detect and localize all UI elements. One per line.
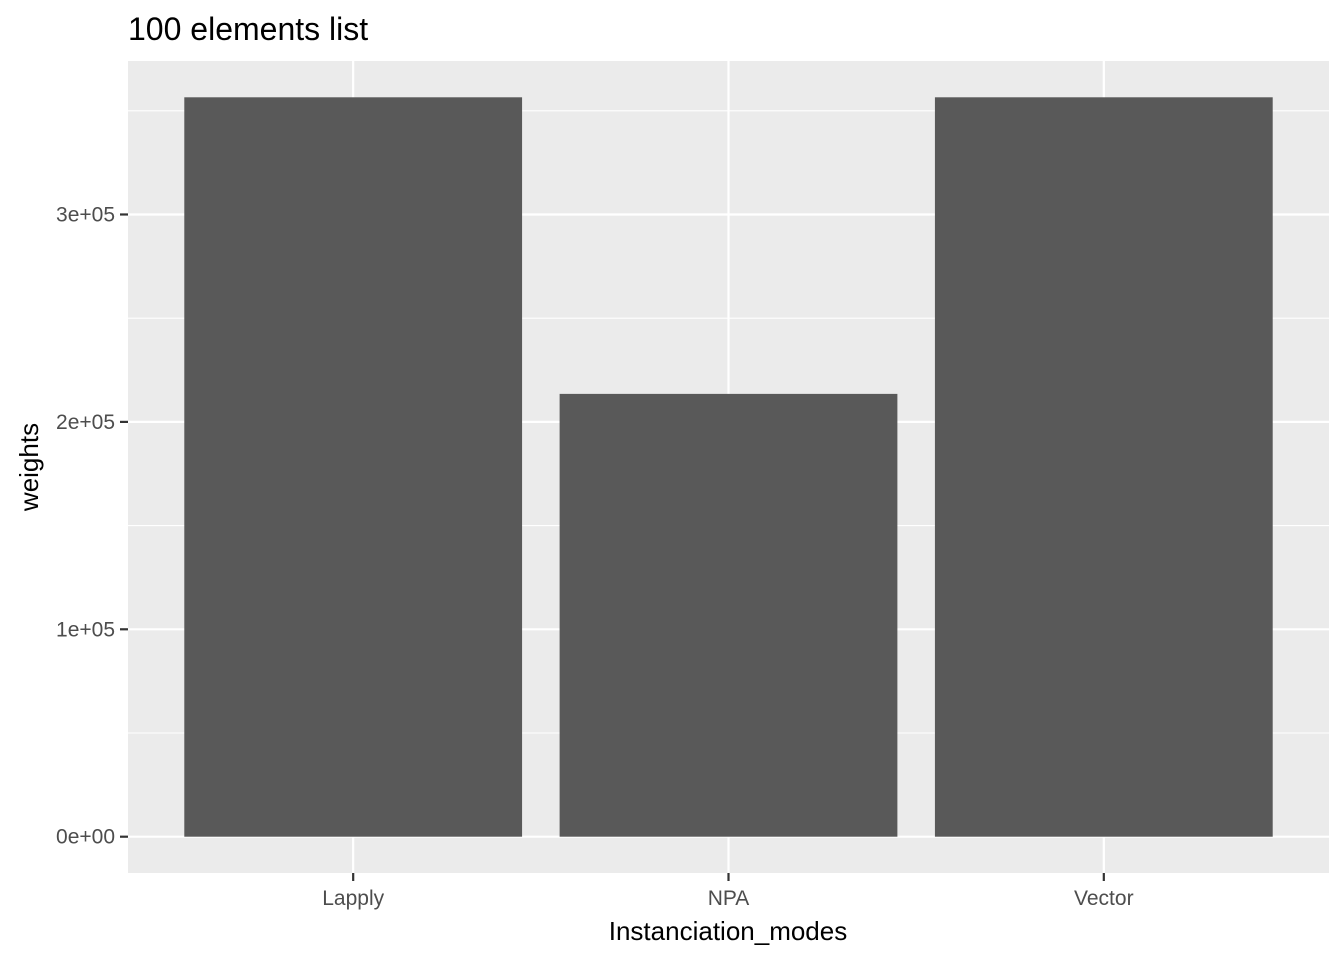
x-tick-label: NPA <box>708 887 750 910</box>
y-tick-label: 1e+05 <box>56 618 115 641</box>
x-tick-label: Lapply <box>322 887 384 910</box>
chart-title: 100 elements list <box>128 11 368 47</box>
y-tick-label: 2e+05 <box>56 411 115 434</box>
bars <box>184 97 1273 837</box>
bar-npa <box>559 393 898 837</box>
x-axis-title: Instanciation_modes <box>609 916 847 946</box>
y-tick-label: 3e+05 <box>56 203 115 226</box>
x-axis: Lapply NPA Vector <box>322 873 1134 910</box>
bar-lapply <box>184 97 523 837</box>
bar-vector <box>934 97 1273 837</box>
x-tick-label: Vector <box>1074 887 1134 910</box>
y-axis-title: weights <box>14 423 44 512</box>
y-axis: 0e+00 1e+05 2e+05 3e+05 <box>56 203 128 849</box>
y-tick-label: 0e+00 <box>56 826 115 849</box>
